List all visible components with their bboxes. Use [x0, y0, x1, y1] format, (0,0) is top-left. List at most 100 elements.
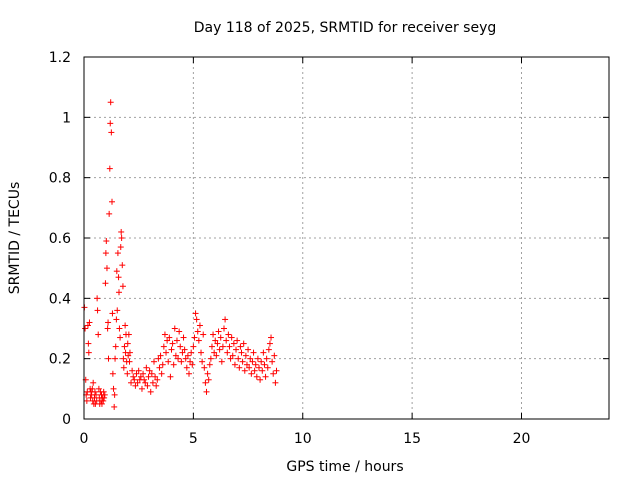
- data-point: [211, 349, 218, 356]
- data-point: [258, 358, 265, 365]
- data-point: [268, 334, 275, 341]
- data-point: [155, 355, 162, 362]
- data-point: [94, 307, 101, 314]
- data-point: [200, 331, 207, 338]
- data-point: [101, 394, 108, 401]
- data-point: [117, 334, 124, 341]
- data-point: [239, 358, 246, 365]
- data-point: [118, 235, 125, 241]
- data-point: [213, 352, 220, 359]
- data-point: [158, 370, 165, 377]
- data-point: [86, 319, 93, 326]
- data-point: [166, 334, 173, 341]
- data-point: [215, 328, 222, 335]
- data-point: [149, 379, 156, 386]
- data-point: [147, 388, 154, 395]
- data-point: [102, 280, 109, 287]
- data-point: [125, 352, 132, 359]
- data-point: [153, 382, 160, 389]
- data-point: [257, 376, 264, 383]
- data-point: [272, 379, 279, 386]
- data-point: [120, 355, 127, 362]
- data-point: [246, 364, 253, 371]
- data-point: [254, 355, 261, 362]
- data-point: [172, 352, 179, 359]
- data-point: [201, 364, 208, 371]
- data-point: [145, 373, 152, 380]
- data-point: [177, 343, 184, 350]
- data-point: [198, 349, 205, 356]
- data-point: [114, 250, 121, 257]
- data-point: [110, 385, 117, 392]
- data-point: [112, 355, 119, 362]
- data-point: [164, 337, 171, 344]
- data-point: [119, 283, 126, 290]
- y-axis-label: SRMTID / TECUs: [7, 182, 23, 295]
- data-point: [221, 325, 227, 332]
- data-point: [216, 346, 223, 353]
- data-point: [124, 340, 131, 347]
- data-point: [206, 361, 213, 368]
- data-point: [125, 331, 132, 338]
- x-axis-label: GPS time / hours: [286, 459, 403, 475]
- data-point: [245, 346, 252, 353]
- data-point: [251, 367, 258, 374]
- data-point: [233, 346, 240, 353]
- data-point: [126, 349, 133, 356]
- data-point: [95, 385, 102, 392]
- data-point: [108, 129, 115, 136]
- data-point: [111, 391, 118, 398]
- data-point: [219, 343, 226, 350]
- data-point: [178, 358, 185, 365]
- y-tick-label: 0.8: [49, 171, 71, 187]
- data-point: [212, 337, 219, 344]
- data-point: [188, 349, 195, 356]
- y-tick-label: 1.2: [49, 50, 71, 66]
- data-point: [187, 358, 194, 365]
- data-point: [151, 358, 157, 365]
- data-point: [227, 355, 234, 362]
- data-point: [128, 379, 135, 386]
- data-point: [94, 295, 101, 302]
- data-point: [250, 349, 257, 356]
- data-point: [148, 370, 155, 377]
- data-point: [264, 364, 271, 371]
- data-point: [156, 364, 163, 371]
- data-point: [135, 367, 142, 374]
- y-axis-ticks: 0 0.2 0.4 0.6 0.8 1 1.2: [49, 50, 609, 428]
- data-point: [109, 310, 116, 317]
- data-point: [146, 367, 153, 374]
- data-point: [263, 355, 270, 362]
- y-tick-label: 0.2: [49, 352, 71, 368]
- data-point: [182, 355, 189, 362]
- data-point: [248, 370, 255, 377]
- data-point: [161, 331, 168, 338]
- data-point: [223, 337, 230, 344]
- data-point: [260, 349, 267, 356]
- data-point: [159, 361, 166, 368]
- data-point: [259, 367, 266, 374]
- data-point: [190, 343, 197, 350]
- chart-title: Day 118 of 2025, SRMTID for receiver sey…: [194, 20, 497, 36]
- data-point: [167, 373, 174, 380]
- data-point: [130, 373, 137, 380]
- y-tick-label: 0: [62, 412, 71, 428]
- data-point: [93, 391, 100, 398]
- data-point: [224, 349, 231, 356]
- data-point: [175, 355, 182, 362]
- data-point: [106, 210, 113, 217]
- data-point: [117, 244, 124, 251]
- data-point: [270, 370, 277, 377]
- data-point: [228, 334, 235, 341]
- data-point: [225, 331, 232, 338]
- x-tick-label: 20: [513, 431, 531, 447]
- data-point: [102, 250, 109, 257]
- data-point: [238, 349, 245, 356]
- data-point: [100, 397, 107, 404]
- data-point: [112, 343, 119, 350]
- grid-lines: [84, 57, 609, 419]
- data-point: [249, 358, 256, 365]
- data-point: [107, 99, 114, 106]
- data-point: [83, 397, 90, 404]
